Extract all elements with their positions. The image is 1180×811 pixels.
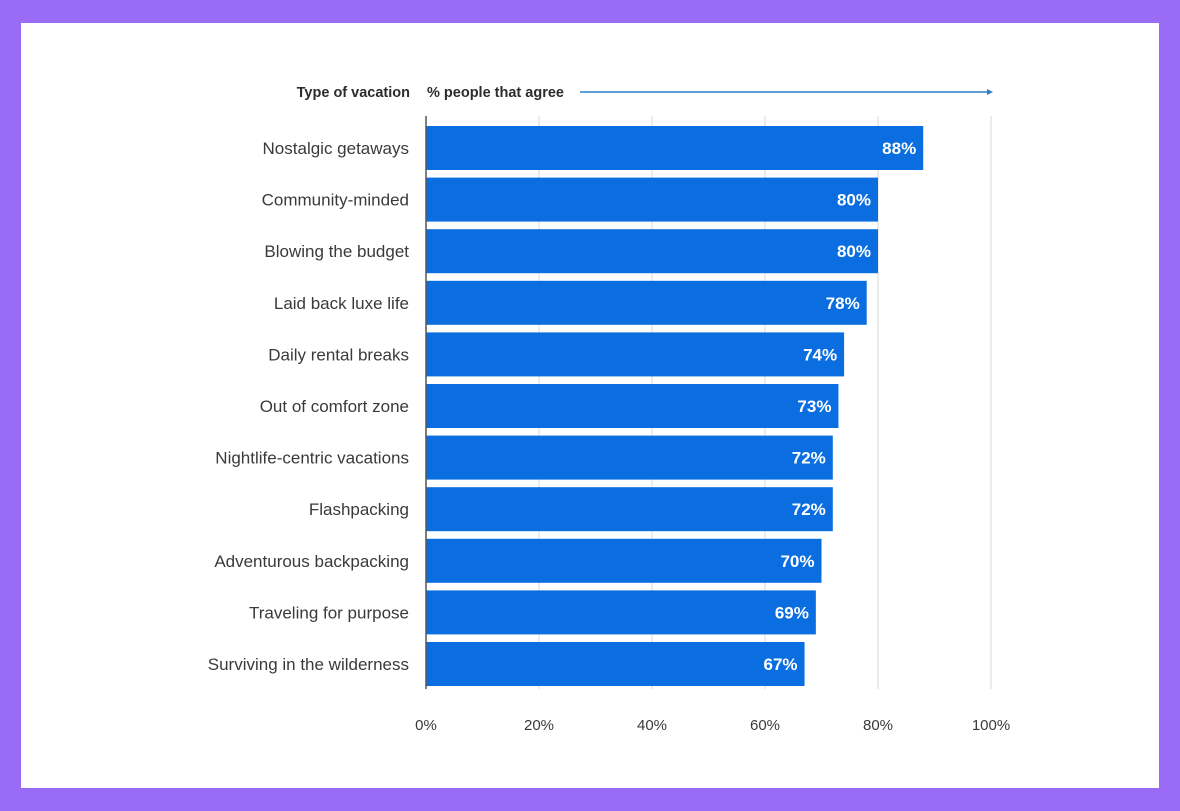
value-label: 80% xyxy=(837,191,871,210)
x-tick-label: 20% xyxy=(524,717,554,734)
bar xyxy=(426,177,878,222)
value-label: 72% xyxy=(792,449,826,468)
category-label: Daily rental breaks xyxy=(268,345,409,364)
x-tick-label: 80% xyxy=(863,717,893,734)
bar xyxy=(426,280,867,325)
value-label: 73% xyxy=(797,397,831,416)
bar xyxy=(426,642,805,686)
value-label: 72% xyxy=(792,500,826,519)
value-label: 74% xyxy=(803,345,837,364)
x-tick-label: 0% xyxy=(415,717,437,734)
category-label: Nostalgic getaways xyxy=(263,139,409,158)
category-label: Out of comfort zone xyxy=(260,397,409,416)
category-label: Flashpacking xyxy=(309,500,409,519)
bar xyxy=(426,538,822,583)
x-tick-label: 60% xyxy=(750,717,780,734)
bar xyxy=(426,590,816,635)
category-label: Adventurous backpacking xyxy=(214,552,409,571)
bar xyxy=(426,126,924,170)
bar xyxy=(426,384,839,428)
bar-chart: Type of vacation % people that agree 0% 2… xyxy=(208,85,1010,734)
value-label: 67% xyxy=(764,655,798,674)
x-tick-label: 100% xyxy=(972,717,1010,734)
header-arrowhead xyxy=(987,89,993,95)
header-left: Type of vacation xyxy=(297,85,410,101)
category-label: Nightlife-centric vacations xyxy=(215,449,409,468)
value-label: 78% xyxy=(826,294,860,313)
value-label: 70% xyxy=(780,552,814,571)
value-label: 88% xyxy=(882,139,916,158)
bar xyxy=(426,487,833,532)
bar xyxy=(426,332,845,377)
value-label: 69% xyxy=(775,603,809,622)
bar xyxy=(426,229,878,274)
chart-card: Type of vacation % people that agree 0% 2… xyxy=(21,23,1159,788)
category-label: Laid back luxe life xyxy=(274,294,409,313)
header-right: % people that agree xyxy=(427,85,564,101)
category-label: Surviving in the wilderness xyxy=(208,655,409,674)
bar xyxy=(426,435,833,480)
x-tick-label: 40% xyxy=(637,717,667,734)
value-label: 80% xyxy=(837,242,871,261)
category-label: Community-minded xyxy=(262,191,409,210)
category-label: Blowing the budget xyxy=(264,242,409,261)
category-label: Traveling for purpose xyxy=(249,603,409,622)
